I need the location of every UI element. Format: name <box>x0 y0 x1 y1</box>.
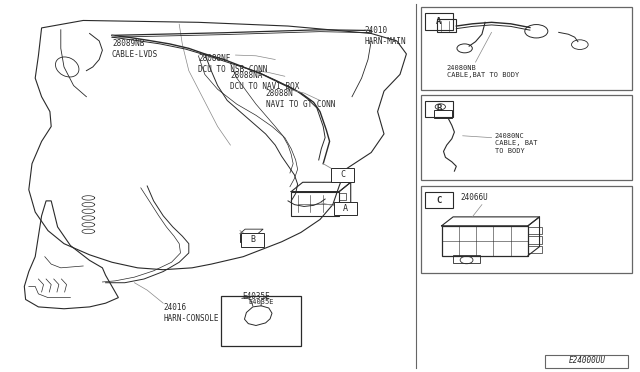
Text: A: A <box>436 17 442 26</box>
Text: 24066U: 24066U <box>461 193 488 202</box>
Text: 28089NB
CABLE-LVDS: 28089NB CABLE-LVDS <box>112 39 158 59</box>
Bar <box>453 255 480 263</box>
Text: B: B <box>436 105 442 113</box>
Text: E24000UU: E24000UU <box>568 356 605 365</box>
Bar <box>425 101 453 117</box>
Text: 24080NB
CABLE,BAT TO BODY: 24080NB CABLE,BAT TO BODY <box>447 65 519 78</box>
Bar <box>241 233 264 247</box>
Bar <box>528 236 542 244</box>
Bar <box>421 95 632 180</box>
Bar <box>240 234 258 242</box>
Bar <box>221 296 301 346</box>
Bar <box>425 13 453 30</box>
Bar <box>339 193 346 200</box>
Text: 24016
HARN-CONSOLE: 24016 HARN-CONSOLE <box>163 303 219 323</box>
Text: E4035E: E4035E <box>242 292 270 301</box>
Text: E4035E: E4035E <box>248 299 273 305</box>
Bar <box>528 246 542 253</box>
Bar <box>291 192 339 216</box>
Text: 28088NF
DCU TO USB CONN: 28088NF DCU TO USB CONN <box>198 54 268 74</box>
Bar <box>545 355 628 368</box>
Text: 24080NC
CABLE, BAT
TO BODY: 24080NC CABLE, BAT TO BODY <box>495 133 537 154</box>
Bar <box>339 203 346 210</box>
Text: C: C <box>340 170 345 179</box>
Text: 28088N
NAVI TO GT CONN: 28088N NAVI TO GT CONN <box>266 89 335 109</box>
Bar <box>331 168 354 182</box>
Bar <box>421 186 632 273</box>
Text: 28088NA
DCU TO NAVI BOX: 28088NA DCU TO NAVI BOX <box>230 71 300 91</box>
Bar <box>334 202 357 215</box>
Text: A: A <box>343 204 348 213</box>
Text: 24010
HARN-MAIN: 24010 HARN-MAIN <box>365 26 406 46</box>
Text: C: C <box>436 196 442 205</box>
Text: B: B <box>250 235 255 244</box>
Bar <box>434 110 452 118</box>
Bar <box>528 227 542 234</box>
Bar <box>425 192 453 208</box>
Bar <box>421 7 632 90</box>
Bar <box>437 19 456 32</box>
Bar <box>442 226 528 256</box>
